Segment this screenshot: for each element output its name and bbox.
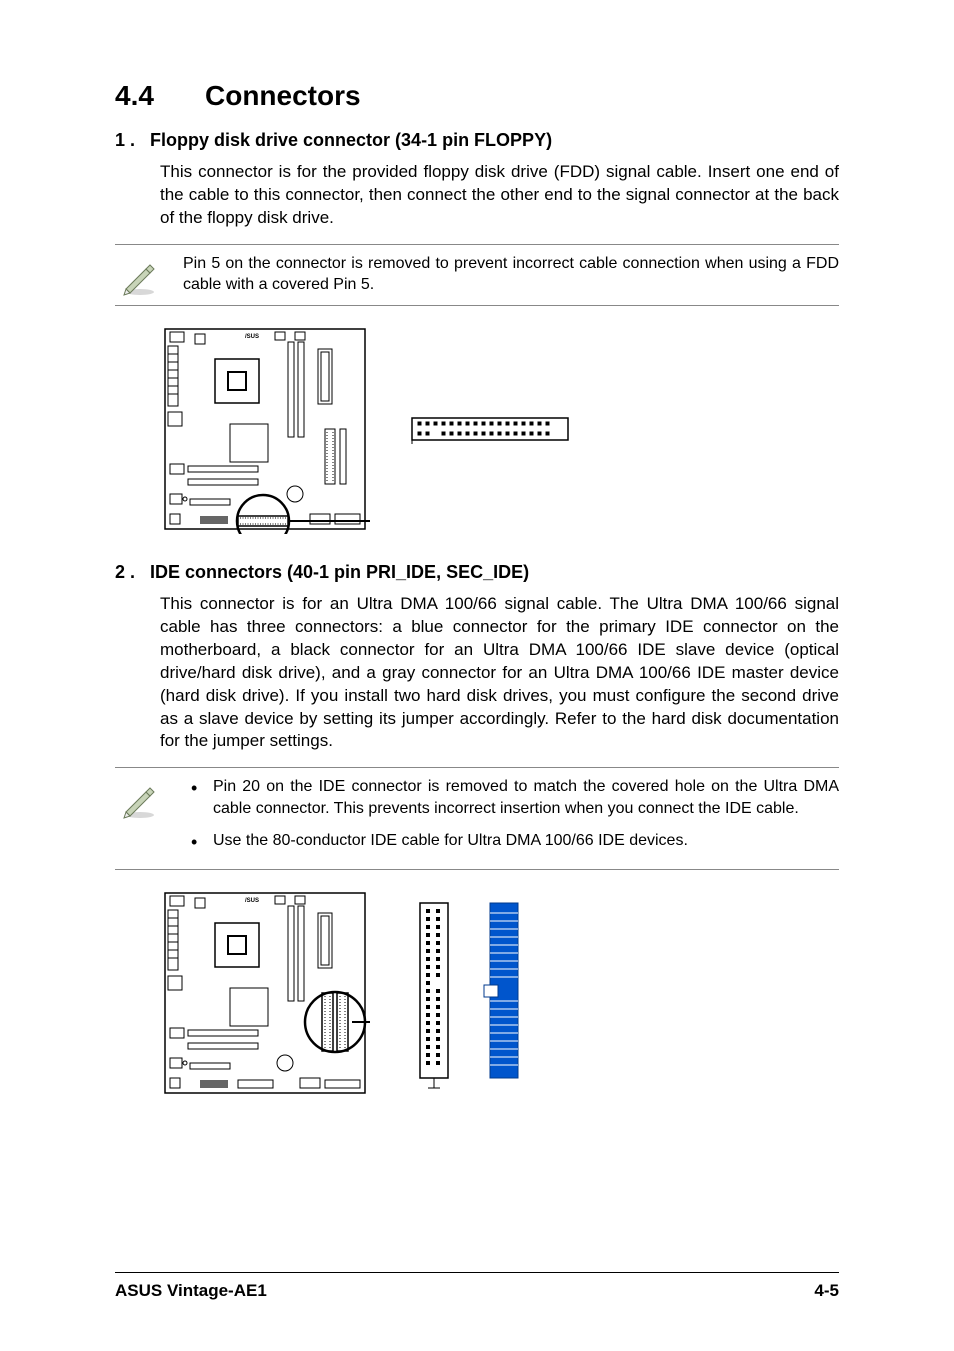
item-2-note-list: Pin 20 on the IDE connector is removed t… [183, 776, 839, 861]
item-1-num: 1 . [115, 130, 150, 151]
item-1-diagram: /SUS [115, 324, 839, 534]
item-2-heading: 2 .IDE connectors (40-1 pin PRI_IDE, SEC… [115, 562, 839, 583]
svg-text:/SUS: /SUS [245, 898, 259, 904]
svg-text:/SUS: /SUS [245, 334, 259, 340]
ide-connector-detail [410, 893, 590, 1093]
item-1: 1 .Floppy disk drive connector (34-1 pin… [115, 130, 839, 534]
item-2-note-li-0: Pin 20 on the IDE connector is removed t… [183, 776, 839, 819]
note-icon-wrap [115, 253, 165, 297]
item-1-note: Pin 5 on the connector is removed to pre… [115, 244, 839, 306]
motherboard-floppy-diagram: /SUS [160, 324, 370, 534]
motherboard-ide-diagram: /SUS [160, 888, 370, 1098]
footer-left: ASUS Vintage-AE1 [115, 1281, 267, 1301]
item-1-body: This connector is for the provided flopp… [115, 161, 839, 230]
item-1-heading: 1 .Floppy disk drive connector (34-1 pin… [115, 130, 839, 151]
section-title: 4.4Connectors [115, 80, 839, 112]
pencil-icon [120, 780, 160, 820]
item-2-body: This connector is for an Ultra DMA 100/6… [115, 593, 839, 754]
item-2-num: 2 . [115, 562, 150, 583]
section-name: Connectors [205, 80, 361, 111]
item-2: 2 .IDE connectors (40-1 pin PRI_IDE, SEC… [115, 562, 839, 1098]
item-2-title: IDE connectors (40-1 pin PRI_IDE, SEC_ID… [150, 562, 529, 582]
item-1-note-text: Pin 5 on the connector is removed to pre… [183, 253, 839, 296]
section-number: 4.4 [115, 80, 205, 112]
page-footer: ASUS Vintage-AE1 4-5 [115, 1272, 839, 1301]
item-1-title: Floppy disk drive connector (34-1 pin FL… [150, 130, 552, 150]
pencil-icon [120, 257, 160, 297]
floppy-connector-detail [410, 414, 570, 444]
footer-right: 4-5 [814, 1281, 839, 1301]
item-2-note-li-1: Use the 80-conductor IDE cable for Ultra… [183, 830, 839, 852]
note-icon-wrap-2 [115, 776, 165, 820]
item-2-diagram: /SUS [115, 888, 839, 1098]
item-2-note: Pin 20 on the IDE connector is removed t… [115, 767, 839, 870]
